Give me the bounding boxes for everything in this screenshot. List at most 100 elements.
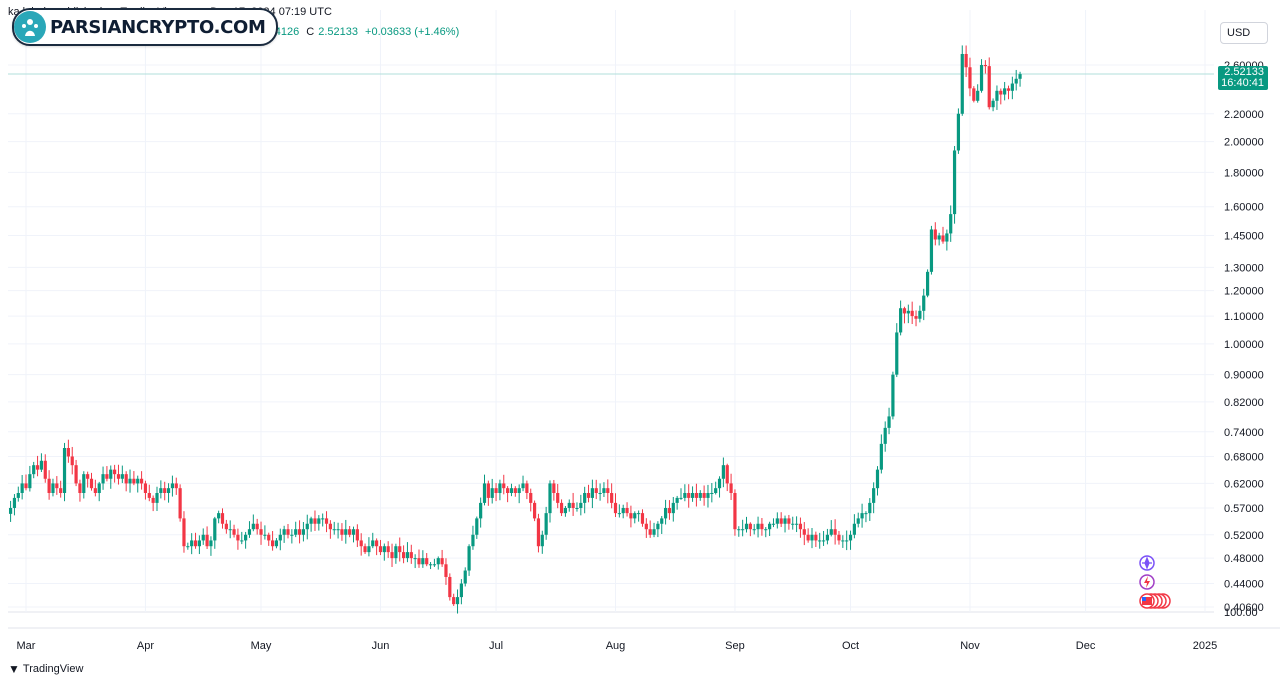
candle bbox=[1006, 85, 1011, 100]
candle-body bbox=[28, 474, 32, 489]
candle bbox=[32, 461, 36, 479]
candle-body bbox=[548, 483, 552, 514]
candle bbox=[340, 523, 344, 541]
last-price-value: 2.52133 bbox=[1224, 66, 1264, 78]
candle bbox=[860, 503, 864, 528]
candle bbox=[336, 522, 340, 539]
candle-body bbox=[536, 518, 541, 547]
candle-body bbox=[386, 546, 390, 553]
change-value: +0.03633 (+1.46%) bbox=[365, 26, 460, 38]
candle-body bbox=[344, 529, 348, 535]
candle bbox=[602, 482, 606, 497]
candle bbox=[124, 471, 128, 492]
candle bbox=[452, 593, 456, 606]
candle-body bbox=[270, 540, 275, 547]
candle bbox=[405, 542, 410, 563]
candle-body bbox=[598, 492, 602, 494]
candle-body bbox=[371, 540, 375, 547]
candle-body bbox=[694, 492, 699, 498]
candle-body bbox=[845, 540, 849, 542]
candle bbox=[856, 512, 860, 528]
candle-body bbox=[321, 518, 325, 520]
candle-body bbox=[552, 483, 556, 493]
candle bbox=[367, 537, 371, 557]
candle-body bbox=[929, 229, 934, 272]
candle bbox=[270, 531, 275, 551]
candle bbox=[756, 516, 760, 538]
candle bbox=[128, 469, 132, 493]
candle bbox=[209, 536, 213, 556]
candle bbox=[232, 524, 236, 538]
candle-body bbox=[66, 448, 70, 457]
candle bbox=[752, 524, 756, 535]
candle bbox=[833, 519, 837, 545]
candle-body bbox=[1010, 83, 1014, 91]
candle-body bbox=[563, 507, 568, 514]
candle-body bbox=[290, 534, 294, 536]
candle bbox=[224, 519, 228, 534]
candle bbox=[663, 499, 668, 525]
candle-body bbox=[818, 540, 822, 542]
candle-body bbox=[59, 488, 63, 493]
candle bbox=[394, 543, 398, 564]
candle bbox=[648, 520, 652, 538]
candle bbox=[902, 306, 907, 324]
candle bbox=[567, 499, 571, 512]
candle-body bbox=[521, 483, 525, 489]
candle bbox=[113, 464, 117, 483]
candle bbox=[922, 288, 926, 321]
candle bbox=[806, 528, 810, 543]
candle-body bbox=[606, 488, 610, 493]
candle bbox=[82, 471, 86, 499]
candle bbox=[706, 484, 710, 508]
price-axis[interactable]: 2.600002.200002.000001.800001.600001.450… bbox=[1224, 60, 1264, 619]
candle bbox=[321, 513, 325, 527]
candle-body bbox=[421, 558, 425, 565]
candle-body bbox=[999, 90, 1003, 95]
candle bbox=[220, 508, 225, 529]
y-tick-label: 1.20000 bbox=[1224, 286, 1264, 298]
x-tick-label: Dec bbox=[1076, 640, 1096, 652]
candle-body bbox=[20, 483, 24, 493]
candle bbox=[201, 528, 205, 545]
candle-body bbox=[663, 507, 668, 519]
candle bbox=[652, 522, 656, 538]
candle bbox=[155, 486, 159, 512]
candle bbox=[255, 518, 259, 535]
candle bbox=[794, 516, 799, 533]
currency-selector[interactable]: USD bbox=[1220, 22, 1268, 44]
candle-body bbox=[544, 513, 548, 535]
candle-body bbox=[139, 478, 144, 484]
tradingview-branding[interactable]: ▼ TradingView bbox=[8, 662, 83, 676]
candle-body bbox=[925, 271, 930, 296]
candle-body bbox=[960, 53, 964, 114]
candle-body bbox=[351, 529, 356, 535]
candle bbox=[459, 579, 463, 605]
candle-body bbox=[159, 488, 163, 493]
candle-body bbox=[768, 523, 772, 530]
candle bbox=[802, 522, 806, 546]
candle-body bbox=[964, 53, 968, 68]
candle-body bbox=[987, 66, 991, 108]
y-bottom-label: 100.00 bbox=[1224, 607, 1258, 619]
candle-body bbox=[637, 513, 641, 515]
candle-body bbox=[937, 235, 941, 240]
candle bbox=[617, 504, 621, 518]
candle bbox=[344, 519, 348, 544]
candle bbox=[506, 486, 510, 503]
candle bbox=[348, 525, 352, 538]
event-markers[interactable] bbox=[1139, 555, 1171, 609]
time-axis[interactable]: Mar Apr May Jun Jul Aug Sep Oct Nov Dec 2025 bbox=[17, 640, 1218, 652]
candle-body bbox=[363, 546, 367, 553]
candle bbox=[132, 471, 136, 486]
candle bbox=[482, 474, 487, 506]
candle-body bbox=[814, 534, 818, 541]
candle-body bbox=[983, 65, 987, 67]
candle bbox=[810, 528, 814, 549]
candle-body bbox=[586, 492, 591, 498]
candle bbox=[540, 530, 544, 554]
candle-body bbox=[567, 502, 571, 508]
y-tick-label: 0.57000 bbox=[1224, 503, 1264, 515]
candle-body bbox=[301, 529, 306, 535]
